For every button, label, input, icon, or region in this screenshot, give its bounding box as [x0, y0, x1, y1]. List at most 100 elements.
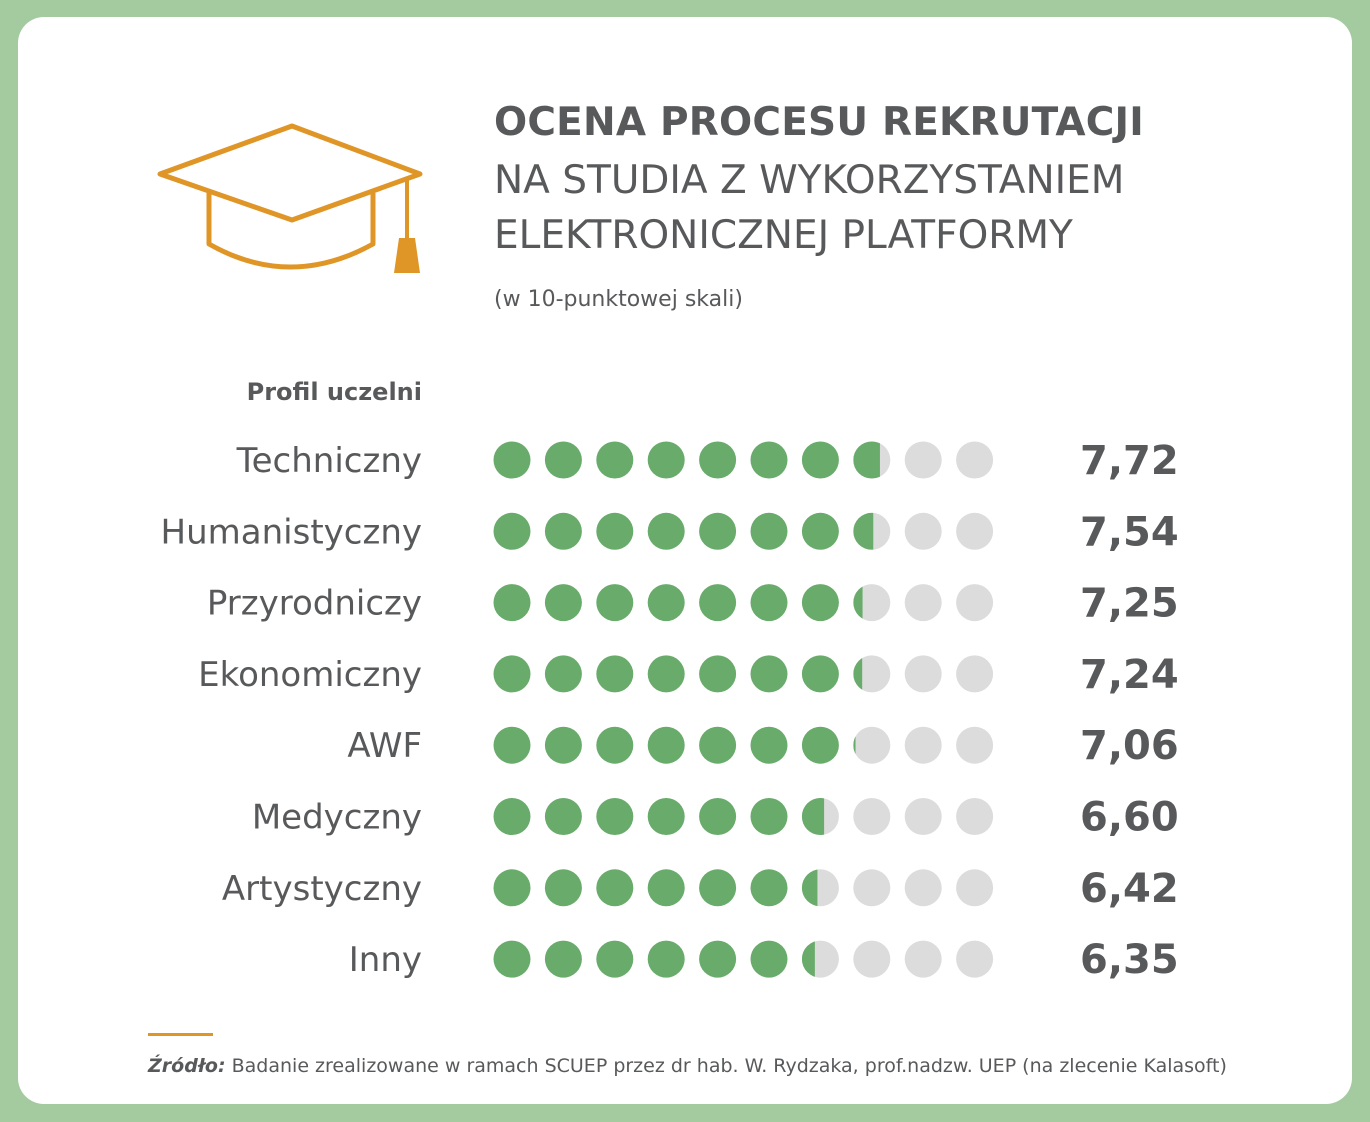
rating-dot-filled: [493, 798, 531, 835]
rating-dot-empty: [904, 798, 942, 835]
category-label: Inny: [349, 940, 422, 980]
rating-dot-filled: [750, 512, 788, 550]
rating-dot-filled: [493, 726, 531, 764]
rating-dot-filled: [544, 798, 582, 835]
rating-dot-empty: [956, 655, 994, 693]
rating-dot-empty: [956, 584, 994, 622]
rating-dot-empty: [853, 798, 891, 835]
rating-dot-filled: [699, 655, 737, 693]
rating-dot-filled: [596, 512, 634, 550]
rating-dot-filled: [699, 512, 737, 550]
rating-dot-filled: [596, 869, 634, 907]
rating-dot-filled: [801, 441, 839, 479]
value-label: 7,25: [1080, 581, 1179, 627]
rating-dot-filled: [647, 798, 685, 835]
rating-dot-partial: [801, 869, 818, 907]
rating-dot-filled: [647, 441, 685, 479]
rating-dot-filled: [493, 441, 531, 479]
value-label: 6,42: [1080, 866, 1179, 912]
rating-dot-empty: [904, 441, 942, 479]
subtitle: (w 10-punktowej skali): [494, 287, 743, 312]
column-header: Profil uczelni: [246, 378, 422, 406]
rating-dot-filled: [699, 584, 737, 622]
value-label: 7,72: [1080, 438, 1179, 484]
rating-dot-empty: [904, 869, 942, 907]
category-label: Artystyczny: [222, 869, 422, 909]
rating-dot-filled: [493, 584, 531, 622]
infographic-card: [18, 17, 1352, 1104]
rating-dot-empty: [956, 940, 994, 978]
title-bold: OCENA PROCESU REKRUTACJI: [494, 100, 1144, 145]
rating-dot-filled: [596, 798, 634, 835]
rating-dot-filled: [801, 584, 839, 622]
rating-dot-filled: [699, 726, 737, 764]
rating-dot-empty: [853, 726, 891, 764]
rating-dot-filled: [750, 798, 788, 835]
rating-dot-filled: [750, 869, 788, 907]
rating-dot-empty: [853, 869, 891, 907]
rating-dot-filled: [750, 584, 788, 622]
rating-dot-partial: [853, 586, 863, 619]
rating-dot-partial: [853, 441, 880, 479]
rating-dot-filled: [699, 441, 737, 479]
rating-dot-filled: [596, 940, 634, 978]
graduation-cap-icon: [157, 123, 423, 273]
rating-dot-filled: [750, 655, 788, 693]
rating-dot-filled: [801, 726, 839, 764]
category-label: Przyrodniczy: [207, 584, 422, 624]
rating-dot-empty: [904, 584, 942, 622]
rating-dot-filled: [544, 584, 582, 622]
rating-dot-filled: [647, 869, 685, 907]
rating-dot-filled: [596, 655, 634, 693]
rating-dot-partial: [853, 736, 856, 754]
rating-dot-empty: [956, 798, 994, 835]
rating-dot-empty: [956, 441, 994, 479]
rating-dot-filled: [801, 512, 839, 550]
rating-dot-filled: [544, 512, 582, 550]
value-label: 7,24: [1080, 652, 1179, 698]
rating-dot-filled: [596, 726, 634, 764]
rating-dot-empty: [853, 655, 891, 693]
source-text: Badanie zrealizowane w ramach SCUEP prze…: [231, 1055, 1227, 1077]
rating-dot-empty: [904, 726, 942, 764]
rating-dot-empty: [853, 940, 891, 978]
rating-dot-partial: [853, 512, 874, 550]
rating-dot-filled: [750, 940, 788, 978]
rating-dot-partial: [801, 941, 815, 977]
rating-dot-filled: [647, 584, 685, 622]
rating-dot-empty: [904, 655, 942, 693]
rating-dot-filled: [647, 940, 685, 978]
category-label: Medyczny: [252, 798, 422, 838]
rating-dot-filled: [493, 655, 531, 693]
source-note: Źródło: Badanie zrealizowane w ramach SC…: [148, 1055, 1227, 1077]
rating-dot-filled: [544, 940, 582, 978]
value-label: 6,60: [1080, 795, 1179, 841]
category-label: Ekonomiczny: [198, 655, 422, 695]
rating-dot-partial: [801, 798, 825, 835]
rating-dot-filled: [801, 655, 839, 693]
rating-dot-empty: [956, 512, 994, 550]
rating-dot-filled: [596, 584, 634, 622]
category-label: Techniczny: [236, 441, 422, 481]
title-line-2: NA STUDIA Z WYKORZYSTANIEM: [494, 158, 1125, 203]
rating-dot-filled: [493, 940, 531, 978]
value-label: 6,35: [1080, 937, 1179, 983]
category-label: Humanistyczny: [161, 512, 422, 552]
rating-dot-empty: [956, 726, 994, 764]
rating-dot-filled: [699, 940, 737, 978]
rating-dot-filled: [699, 869, 737, 907]
rating-dot-filled: [544, 726, 582, 764]
value-label: 7,54: [1080, 509, 1179, 555]
rating-dot-filled: [544, 655, 582, 693]
value-label: 7,06: [1080, 723, 1179, 769]
title-line-3: ELEKTRONICZNEJ PLATFORMY: [494, 213, 1073, 258]
category-label: AWF: [347, 726, 422, 766]
rating-dot-filled: [544, 869, 582, 907]
rating-dot-filled: [493, 512, 531, 550]
rating-dot-empty: [904, 512, 942, 550]
rating-dot-filled: [699, 798, 737, 835]
rating-dot-empty: [904, 940, 942, 978]
rating-dot-filled: [596, 441, 634, 479]
rating-dot-filled: [647, 512, 685, 550]
